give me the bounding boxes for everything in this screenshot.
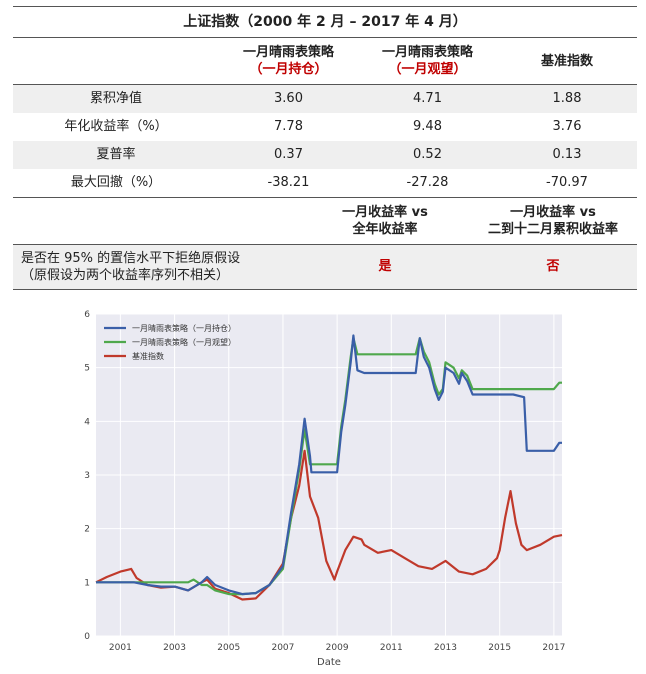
legend-label: 基准指数 [132, 351, 164, 361]
x-tick-label: 2015 [488, 643, 511, 653]
nav-line-chart: 0 1 2 3 4 5 6 2001 2003 2005 2007 2009 2011 2013 2015 2… [84, 310, 565, 668]
test-answer-annual: 是 [378, 259, 392, 274]
legend-label: 一月晴雨表策略（一月持仓） [132, 323, 236, 333]
series-line [96, 334, 562, 596]
column-header-hold: 一月晴雨表策略 （一月持仓） [242, 45, 334, 77]
x-tick-label: 2005 [217, 643, 240, 653]
y-tick-label: 2 [84, 525, 90, 535]
y-tick-label: 5 [84, 364, 90, 374]
x-tick-label: 2003 [163, 643, 186, 653]
column-header-watch: 一月晴雨表策略 （一月观望） [381, 45, 473, 77]
test-column-feb-dec: 一月收益率 vs 二到十二月累积收益率 [487, 205, 618, 237]
test-header: 一月收益率 vs 全年收益率 一月收益率 vs 二到十二月累积收益率 [13, 197, 637, 245]
y-tick-label: 4 [84, 417, 90, 427]
y-tick-label: 0 [84, 632, 90, 642]
y-tick-label: 3 [84, 471, 90, 481]
x-tick-label: 2009 [326, 643, 349, 653]
table-title: 上证指数（2000 年 2 月 – 2017 年 4 月） [13, 6, 637, 38]
table-row: 夏普率 0.37 0.52 0.13 [13, 141, 637, 169]
table-row: 年化收益率（%） 7.78 9.48 3.76 [64, 119, 582, 134]
column-header-benchmark: 基准指数 [540, 53, 593, 69]
x-tick-label: 2011 [380, 643, 403, 653]
y-tick-label: 1 [84, 578, 90, 588]
test-row: 是否在 95% 的置信水平下拒绝原假设 （原假设为两个收益率序列不相关） 是 否 [13, 245, 637, 290]
x-tick-label: 2007 [271, 643, 294, 653]
legend-label: 一月晴雨表策略（一月观望） [132, 337, 236, 347]
x-tick-label: 2017 [542, 643, 565, 653]
test-answer-feb-dec: 否 [546, 259, 560, 274]
y-tick-label: 6 [84, 310, 90, 320]
table-row: 累积净值 3.60 4.71 1.88 [13, 85, 637, 113]
performance-table: 上证指数（2000 年 2 月 – 2017 年 4 月） 一月晴雨表策略 （一… [13, 6, 637, 290]
x-tick-label: 2013 [434, 643, 457, 653]
test-column-annual: 一月收益率 vs 全年收益率 [342, 205, 428, 237]
test-question: 是否在 95% 的置信水平下拒绝原假设 （原假设为两个收益率序列不相关） [21, 251, 241, 283]
x-axis-label: Date [317, 657, 341, 668]
table-header: 一月晴雨表策略 （一月持仓） 一月晴雨表策略 （一月观望） 基准指数 [13, 38, 637, 85]
x-tick-label: 2001 [109, 643, 132, 653]
table-row: 最大回撤（%） -38.21 -27.28 -70.97 [70, 175, 588, 190]
